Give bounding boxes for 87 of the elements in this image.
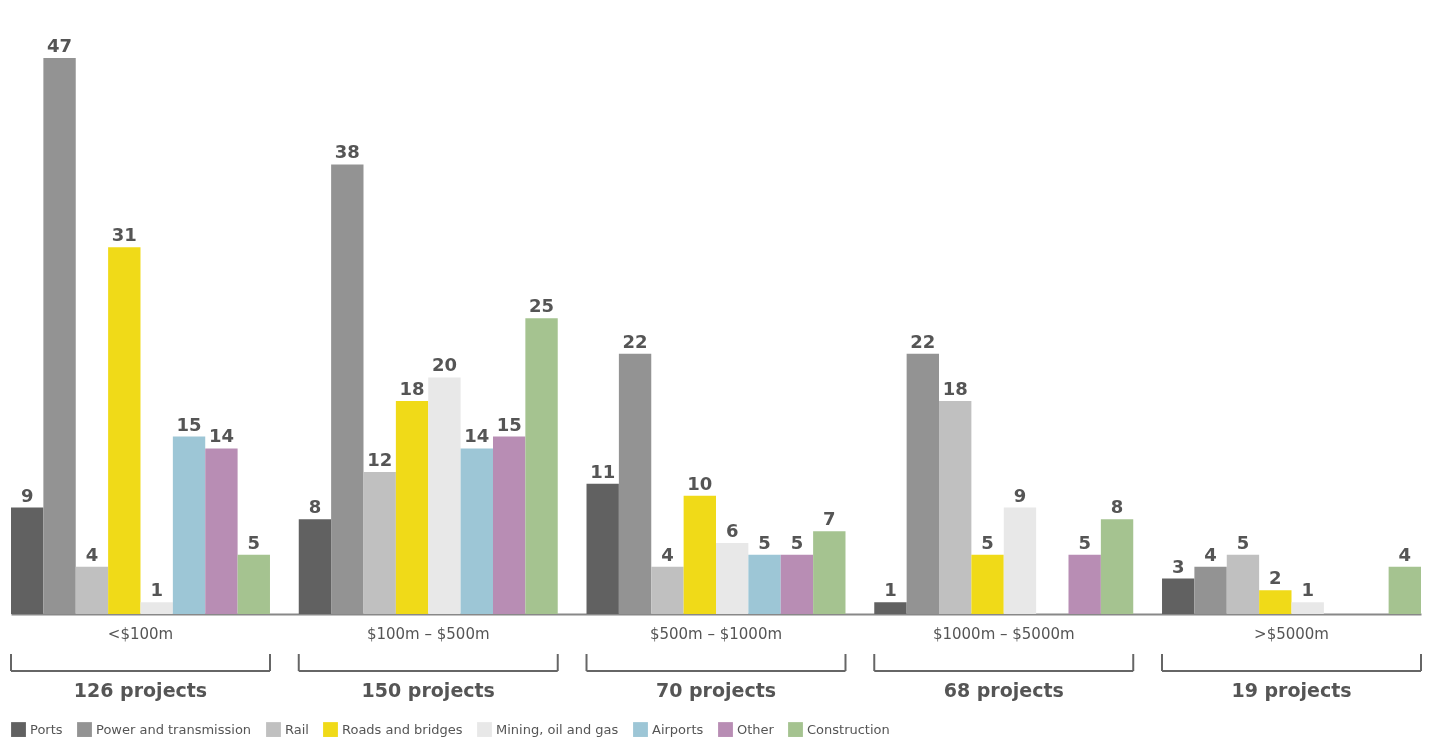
x-tick-label: $100m – $500m — [366, 624, 490, 643]
x-tick-label: <$100m — [107, 624, 174, 643]
text: 70 projects — [655, 679, 777, 701]
bar — [363, 472, 396, 614]
data-label: 10 — [687, 472, 713, 494]
data-label: 15 — [176, 413, 202, 435]
data-label: 20 — [431, 354, 457, 376]
data-label: 4 — [1204, 543, 1217, 565]
bar — [683, 495, 716, 614]
x-tick-label: >$5000m — [1254, 624, 1329, 643]
bar — [108, 247, 141, 614]
data-label: 9 — [1013, 484, 1027, 506]
bar — [586, 483, 619, 614]
data-label: 1 — [150, 579, 163, 601]
bar — [525, 318, 558, 614]
data-label: 9 — [20, 484, 34, 506]
x-tick-label: $1000m – $5000m — [932, 624, 1075, 643]
bar — [11, 507, 44, 614]
data-label: 14 — [464, 425, 490, 447]
bar — [237, 554, 270, 614]
bar — [1100, 519, 1134, 614]
bar — [1259, 590, 1292, 614]
bar — [205, 448, 238, 614]
data-label: 47 — [47, 35, 73, 56]
bar — [492, 436, 526, 614]
data-label: 18 — [399, 378, 425, 400]
data-label: 18 — [942, 378, 968, 400]
bar — [75, 566, 109, 614]
data-label: 15 — [496, 413, 522, 435]
x-tick-label: $500m – $1000m — [649, 624, 783, 643]
bar — [172, 436, 206, 614]
data-label: 7 — [823, 508, 836, 530]
bar — [1162, 578, 1195, 614]
bar — [748, 554, 781, 614]
data-label: 5 — [758, 531, 771, 553]
text: 68 projects — [943, 679, 1064, 701]
legend-label: Other — [737, 721, 775, 737]
legend-label: Construction — [807, 721, 890, 737]
data-label: 5 — [1078, 531, 1091, 553]
data-label: 5 — [1236, 531, 1250, 553]
legend-label: Mining, oil and gas — [496, 721, 619, 737]
legend-label: Airports — [652, 721, 704, 737]
data-label: 4 — [661, 543, 674, 565]
legend-label: Power and transmission — [96, 721, 252, 737]
data-label: 8 — [308, 496, 322, 518]
bar — [939, 401, 972, 614]
data-label: 4 — [1398, 543, 1412, 565]
data-label: 38 — [334, 141, 360, 163]
text: 19 projects — [1231, 679, 1352, 701]
bar — [1003, 507, 1037, 614]
data-label: 8 — [1110, 496, 1124, 518]
bar — [298, 519, 332, 614]
data-label: 3 — [1171, 555, 1185, 577]
bar — [460, 448, 493, 614]
data-label: 1 — [1301, 579, 1314, 601]
bar — [874, 602, 907, 614]
bar — [1226, 554, 1260, 614]
data-label: 31 — [111, 224, 137, 246]
bar — [395, 401, 429, 614]
data-label: 4 — [85, 543, 99, 565]
legend-label: Roads and bridges — [342, 721, 463, 737]
bar — [140, 602, 173, 614]
bar — [1291, 602, 1324, 614]
bar — [1388, 566, 1421, 614]
data-label: 22 — [622, 330, 648, 352]
bar — [971, 554, 1004, 614]
bar — [813, 531, 846, 614]
data-label: 14 — [208, 425, 234, 447]
text: 126 projects — [73, 679, 208, 701]
data-label: 5 — [790, 531, 804, 553]
data-label: 12 — [367, 449, 393, 471]
data-label: 25 — [529, 295, 555, 317]
data-label: 2 — [1269, 567, 1282, 589]
data-label: 5 — [981, 531, 994, 553]
bar — [780, 554, 814, 614]
data-label: 11 — [590, 460, 616, 482]
bar — [651, 566, 684, 614]
text: 150 projects — [361, 679, 495, 701]
legend-label: Ports — [30, 721, 63, 737]
bar — [1068, 554, 1101, 614]
data-label: 1 — [884, 579, 897, 601]
data-label: 6 — [725, 520, 739, 542]
bar — [428, 377, 461, 614]
bar — [716, 543, 749, 614]
data-label: 22 — [910, 330, 936, 352]
legend-label: Rail — [285, 721, 309, 737]
data-label: 5 — [247, 531, 261, 553]
